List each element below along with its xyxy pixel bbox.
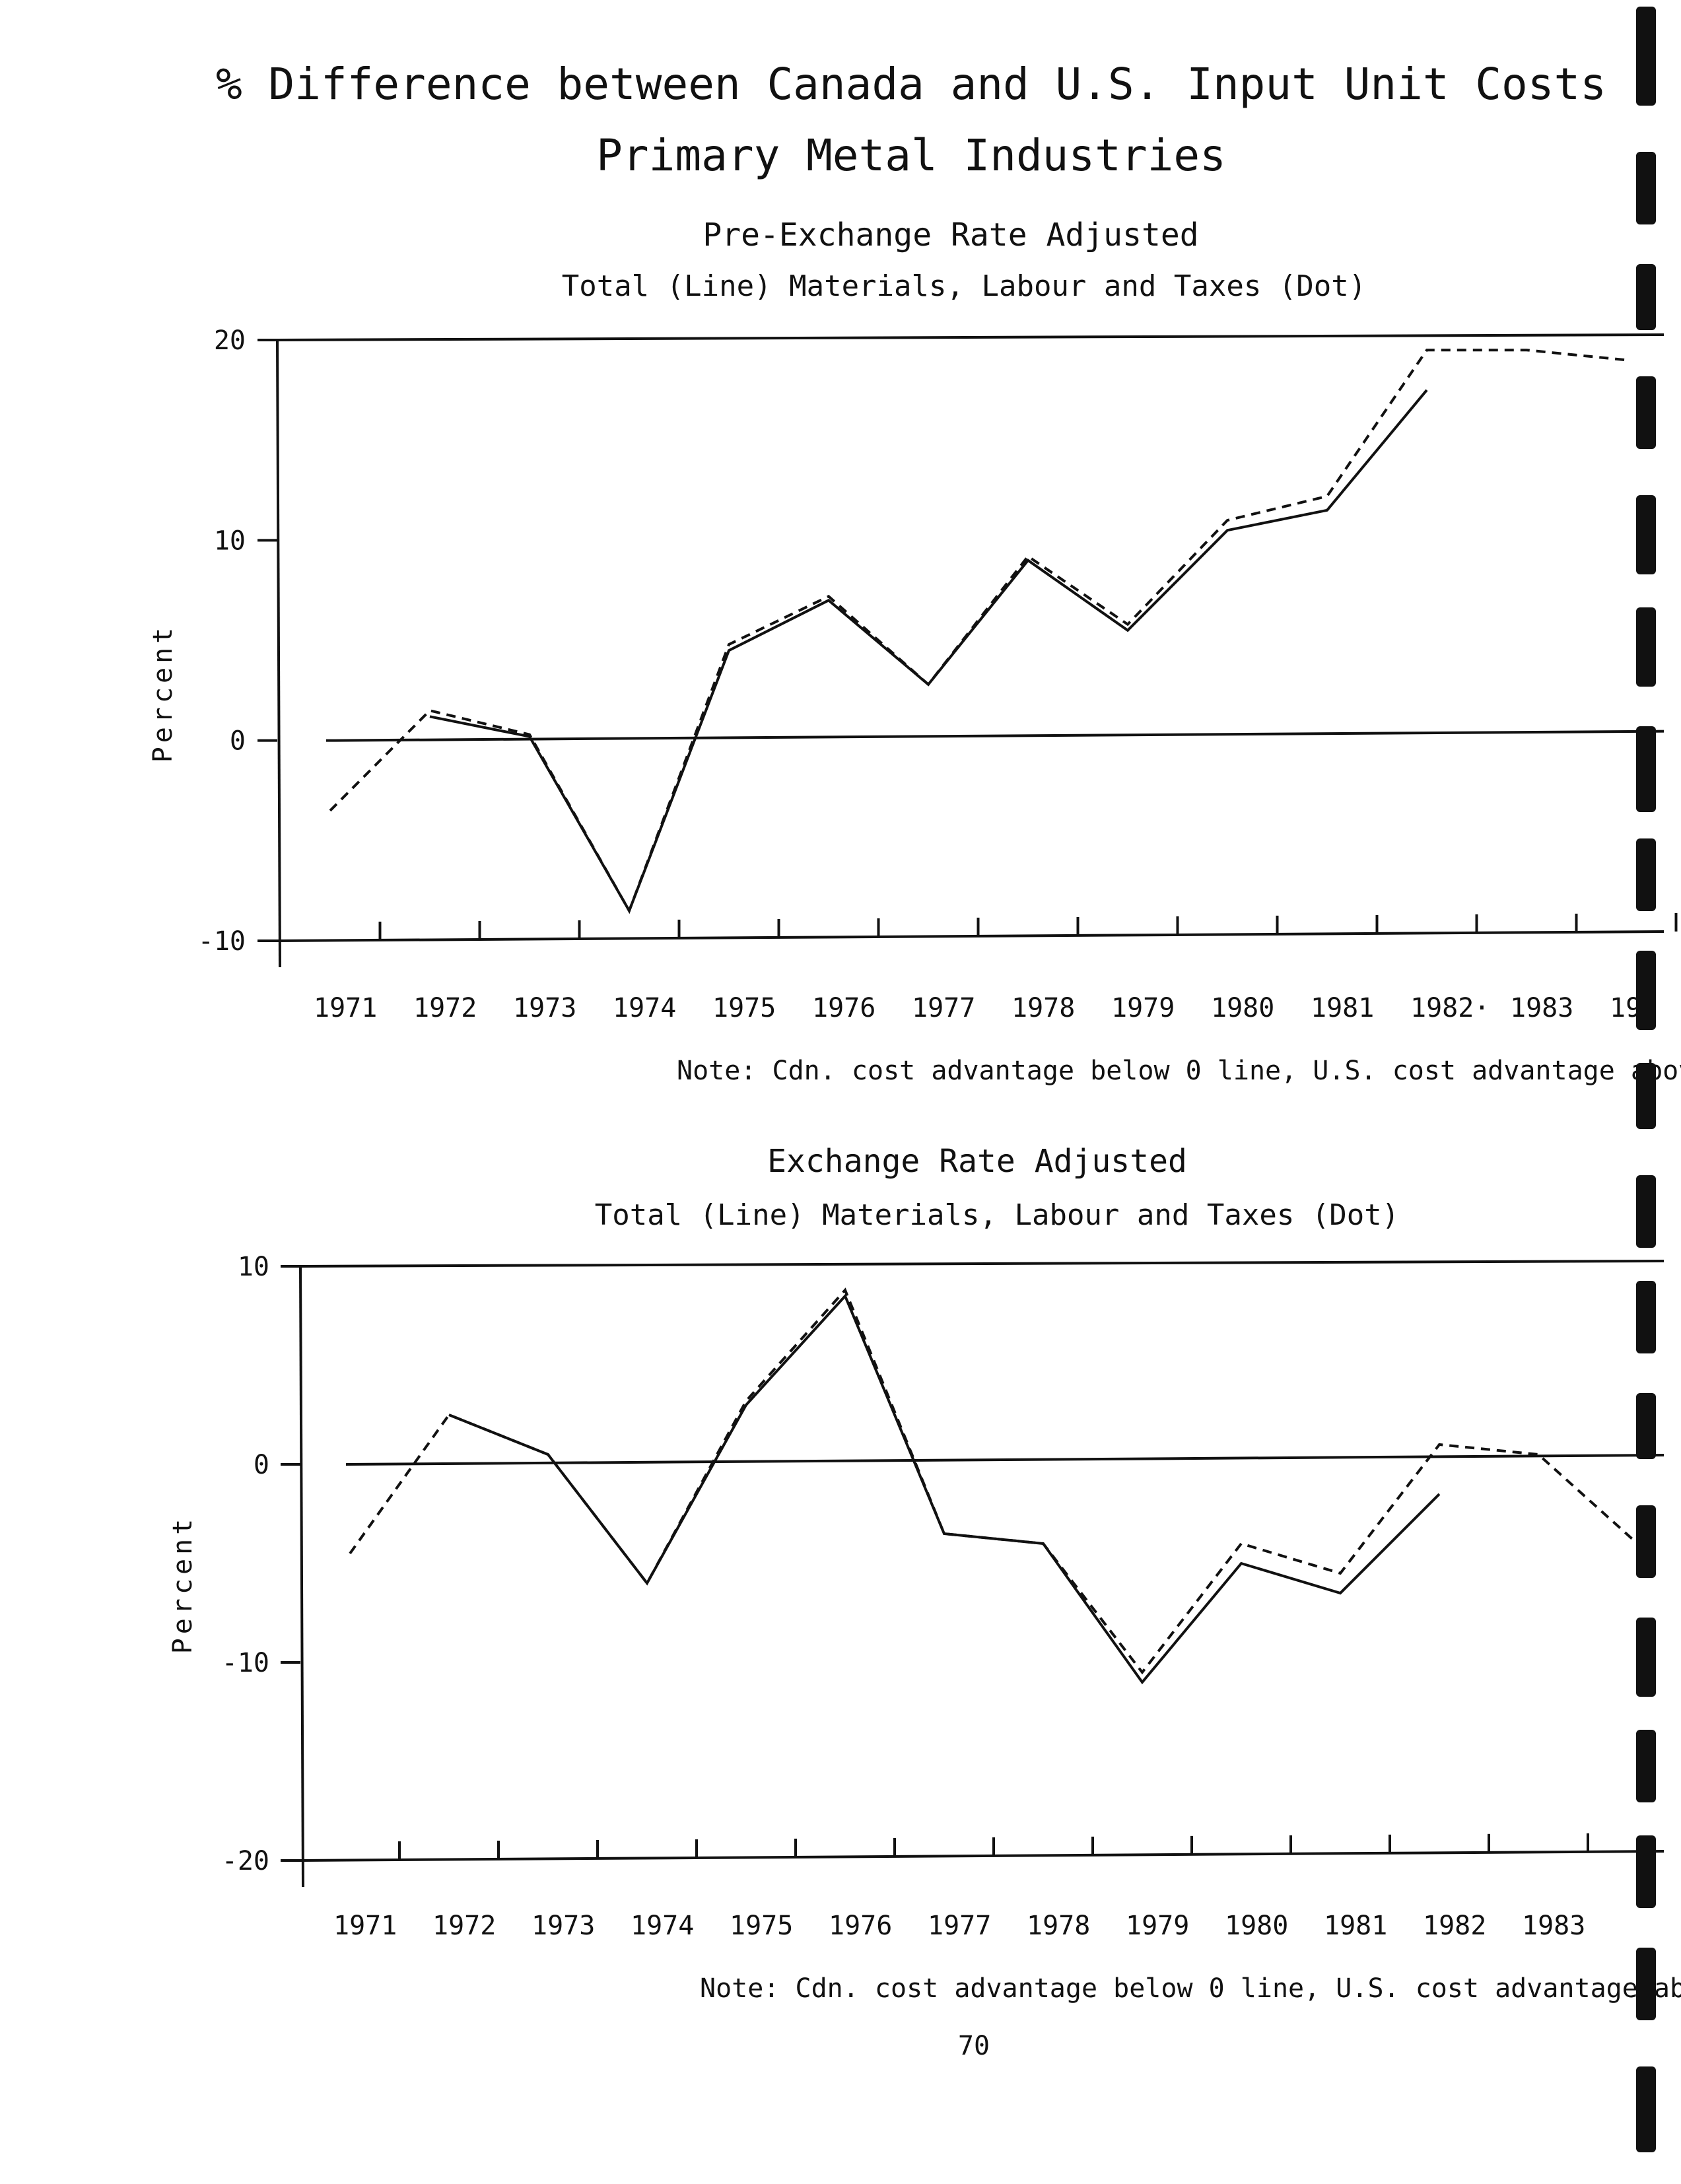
chart-2-title: Exchange Rate Adjusted [767,1143,1187,1180]
binder-hole [1636,1063,1656,1129]
x-tick-label: 1973 [513,993,576,1023]
binder-hole [1636,607,1656,687]
x-tick-label: 1971 [314,993,377,1023]
series-line-total [429,389,1428,914]
y-tick-label: 0 [230,726,246,757]
binder-hole [1636,1175,1656,1248]
binder-hole [1636,1618,1656,1697]
x-axis [300,1850,1664,1862]
binder-hole [1636,2066,1656,2152]
x-tick-label: 1974 [613,993,676,1023]
binder-hole [1636,726,1656,812]
chart-2-ylabel: Percent [168,1515,198,1655]
y-tick-label: 10 [214,526,246,556]
x-tick-label: 1983 [1510,993,1573,1023]
chart-1-title: Pre-Exchange Rate Adjusted [703,217,1198,254]
series-line-total [448,1293,1441,1685]
x-tick-label: 1982· [1410,993,1490,1023]
x-tick-label: 1976 [812,993,875,1023]
chart-1-plot: 20 10 0 -10 1971 1972 1973 1974 1975 1976 1977 1978… [198,325,1678,1023]
x-tick-label: 1983 [1522,1911,1585,1941]
binder-hole [1636,1835,1656,1908]
series-line-materials-labour-taxes [329,349,1627,914]
x-tick-label: 1974 [631,1911,694,1941]
binder-hole [1636,838,1656,911]
binder-hole [1636,1393,1656,1459]
x-tick-label: 1980 [1225,1911,1288,1941]
x-tick-label: 1977 [928,1911,991,1941]
x-tick-label: 1980 [1211,993,1274,1023]
chart-2-plot: 10 0 -10 -20 1971 1972 1973 1974 1975 1976 1977 197… [222,1252,1664,1941]
binder-hole [1636,495,1656,574]
chart-1-note: Note: Cdn. cost advantage below 0 line, … [677,1056,1681,1086]
x-tick-label: 1977 [912,993,975,1023]
chart-2-legend: Total (Line) Materials, Labour and Taxes… [595,1198,1400,1232]
page-number: 70 [958,2031,990,2061]
x-tick-label: 1972 [413,993,477,1023]
y-tick-label: 10 [238,1252,269,1282]
y-tick-label: -20 [222,1846,269,1876]
x-tick-label: 1975 [730,1911,793,1941]
chart-1-ylabel: Percent [148,624,178,763]
binder-hole [1636,1281,1656,1353]
x-tick-label: 1978 [1012,993,1075,1023]
binder-hole [1636,264,1656,330]
y-axis [299,1266,304,1888]
x-tick-label: 1978 [1027,1911,1090,1941]
binder-hole [1636,1948,1656,2020]
y-tick-label: 0 [254,1450,269,1480]
x-tick-label: 1972 [432,1911,496,1941]
x-tick-label: 1981 [1324,1911,1387,1941]
page-title: % Difference between Canada and U.S. Inp… [216,59,1606,110]
x-tick-label: 1979 [1126,1911,1189,1941]
binder-hole [1636,152,1656,224]
top-frame-line [300,1260,1664,1268]
binder-hole [1636,951,1656,1030]
top-frame-line [277,333,1664,341]
x-tick-label: 1982 [1423,1911,1486,1941]
page-subtitle: Primary Metal Industries [596,130,1226,181]
chart-2-note: Note: Cdn. cost advantage below 0 line, … [700,1973,1681,2004]
x-tick-label: 1976 [829,1911,892,1941]
x-tick-label: 1971 [333,1911,397,1941]
binder-marks [1636,7,1656,2152]
y-tick-label: 20 [214,325,246,356]
binder-hole [1636,376,1656,449]
x-tick-label: 1975 [712,993,776,1023]
binder-hole [1636,7,1656,106]
y-axis [276,339,281,968]
y-tick-label: -10 [222,1648,269,1678]
series-line-materials-labour-taxes [349,1287,1639,1675]
x-tick-label: 1981 [1311,993,1374,1023]
zero-line [345,1454,1664,1466]
binder-hole [1636,1505,1656,1578]
x-axis [277,930,1664,942]
zero-line [326,730,1664,742]
x-tick-label: 1973 [532,1911,595,1941]
x-tick-label: 1979 [1111,993,1175,1023]
binder-hole [1636,1730,1656,1802]
chart-1-legend: Total (Line) Materials, Labour and Taxes… [562,269,1367,303]
y-tick-label: -10 [198,926,246,957]
